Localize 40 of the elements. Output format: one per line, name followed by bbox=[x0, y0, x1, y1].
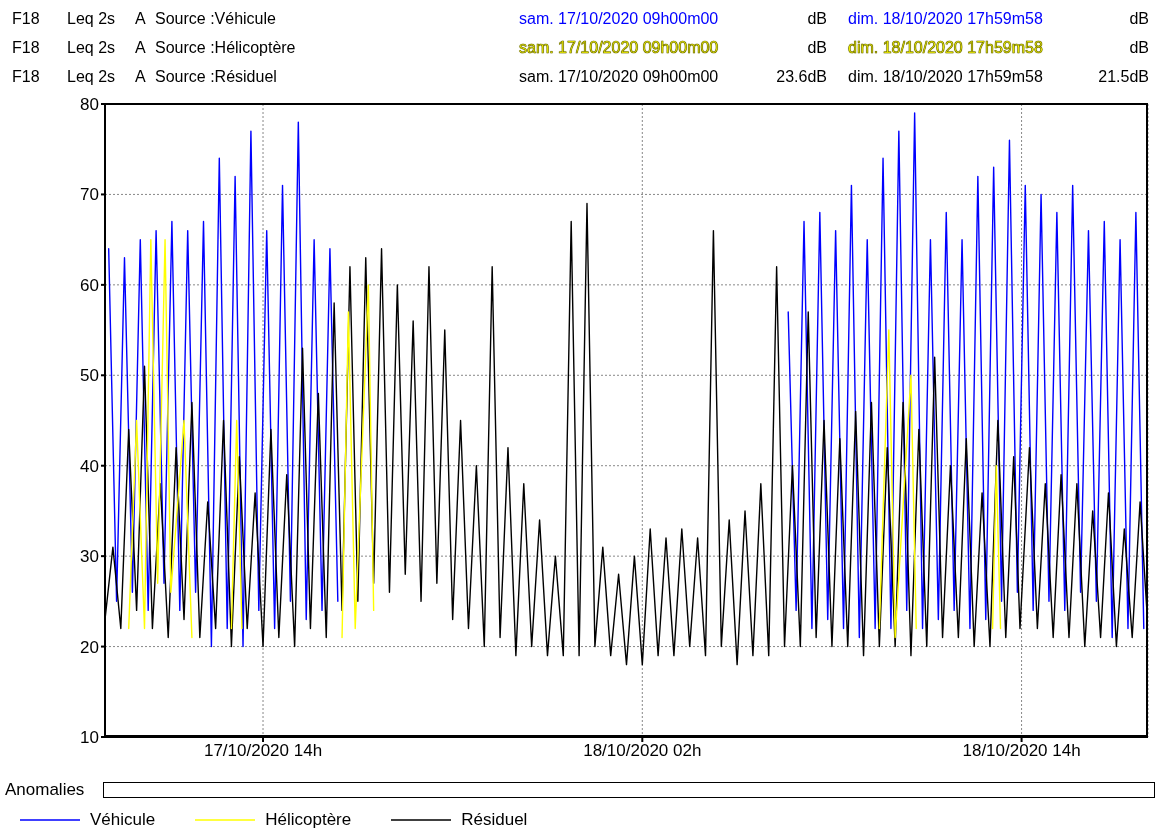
text: 23.6dB bbox=[776, 68, 827, 86]
text: A bbox=[135, 68, 146, 86]
text: F18 bbox=[12, 10, 40, 28]
source-note: Source :Véhicule bbox=[155, 10, 276, 28]
text: dB bbox=[807, 39, 827, 57]
text: dim. 18/10/2020 17h59m58 bbox=[848, 39, 1043, 57]
y-tick-label: 10 bbox=[80, 728, 99, 748]
x-tick-label: 17/10/2020 14h bbox=[203, 741, 323, 761]
legend-label: Hélicoptère bbox=[265, 810, 352, 830]
text: F18 bbox=[12, 68, 40, 86]
text: sam. 17/10/2020 09h00m00 bbox=[519, 10, 719, 28]
x-tick-label: 18/10/2020 14h bbox=[962, 741, 1081, 761]
text: A bbox=[135, 39, 146, 57]
text: dB bbox=[1129, 10, 1149, 28]
text: sam. 17/10/2020 09h00m00 bbox=[519, 39, 719, 57]
text: A bbox=[135, 10, 146, 28]
x-tick-label: 18/10/2020 02h bbox=[583, 741, 702, 761]
y-tick-label: 40 bbox=[80, 456, 99, 476]
line-series bbox=[105, 202, 1148, 666]
legend-label: Véhicule bbox=[90, 810, 156, 830]
y-tick-label: 60 bbox=[80, 275, 99, 295]
text: Leq 2s bbox=[67, 10, 116, 28]
text: 21.5dB bbox=[1098, 68, 1149, 86]
text: dim. 18/10/2020 17h59m58 bbox=[848, 10, 1043, 28]
text: F18 bbox=[12, 39, 40, 57]
y-tick-label: 80 bbox=[80, 95, 99, 115]
text: Leq 2s bbox=[67, 68, 116, 86]
legend-label: Résiduel bbox=[461, 810, 528, 830]
text: Leq 2s bbox=[67, 39, 116, 57]
source-note: Source :Hélicoptère bbox=[155, 39, 296, 57]
y-tick-label: 20 bbox=[80, 637, 99, 657]
source-note: Source :Résiduel bbox=[155, 68, 277, 86]
text: dB bbox=[1129, 39, 1149, 57]
y-tick-label: 70 bbox=[80, 185, 99, 205]
text: Anomalies bbox=[5, 780, 85, 800]
y-tick-label: 50 bbox=[80, 366, 99, 386]
text: dB bbox=[807, 10, 827, 28]
text: dim. 18/10/2020 17h59m58 bbox=[848, 68, 1043, 86]
y-tick-label: 30 bbox=[80, 547, 99, 567]
text: sam. 17/10/2020 09h00m00 bbox=[519, 68, 719, 86]
